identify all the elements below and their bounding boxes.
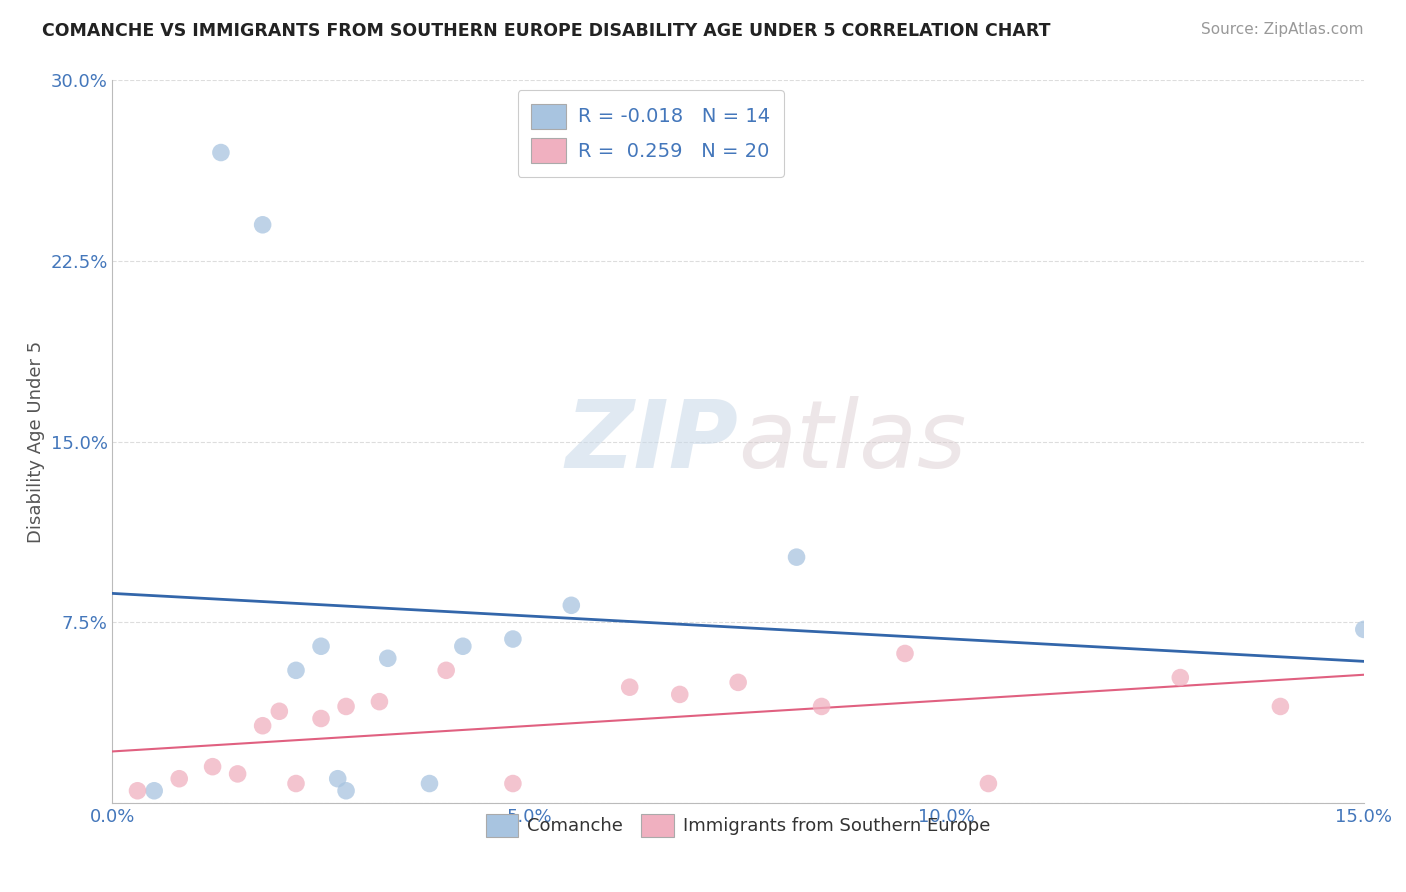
Point (619, 680, 641, 694)
Point (309, 639, 332, 653)
Point (252, 719, 274, 733)
Point (1353, 623, 1375, 637)
Point (143, 784, 166, 798)
Point (810, 699, 832, 714)
Point (418, 776, 440, 790)
Point (309, 712, 332, 726)
Point (451, 639, 474, 653)
Point (209, 145, 232, 160)
Point (786, 550, 808, 565)
Text: Source: ZipAtlas.com: Source: ZipAtlas.com (1201, 22, 1364, 37)
Point (977, 776, 1000, 790)
Point (668, 687, 690, 701)
Point (377, 651, 399, 665)
Point (326, 772, 349, 786)
Point (1270, 699, 1292, 714)
Point (201, 760, 224, 774)
Point (285, 776, 308, 790)
Point (1168, 671, 1191, 685)
Point (226, 767, 249, 781)
Point (502, 776, 524, 790)
Text: COMANCHE VS IMMIGRANTS FROM SOUTHERN EUROPE DISABILITY AGE UNDER 5 CORRELATION C: COMANCHE VS IMMIGRANTS FROM SOUTHERN EUR… (42, 22, 1050, 40)
Point (727, 675, 749, 690)
Point (127, 784, 149, 798)
Point (269, 704, 291, 718)
Point (335, 699, 357, 714)
Text: ZIP: ZIP (565, 395, 738, 488)
Point (335, 784, 357, 798)
Point (894, 647, 917, 661)
Point (560, 599, 582, 613)
Legend: Comanche, Immigrants from Southern Europe: Comanche, Immigrants from Southern Europ… (479, 806, 997, 845)
Point (368, 695, 391, 709)
Y-axis label: Disability Age Under 5: Disability Age Under 5 (27, 341, 45, 542)
Point (167, 772, 190, 786)
Point (252, 218, 274, 232)
Point (434, 664, 457, 678)
Text: atlas: atlas (738, 396, 966, 487)
Point (285, 664, 308, 678)
Point (502, 632, 524, 646)
